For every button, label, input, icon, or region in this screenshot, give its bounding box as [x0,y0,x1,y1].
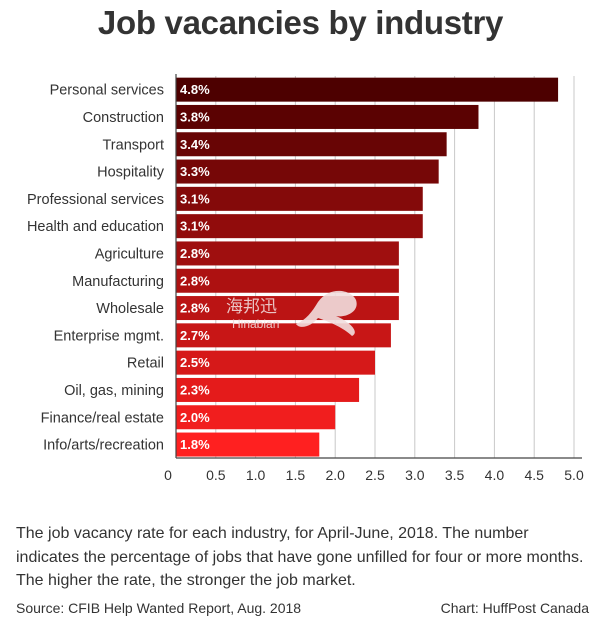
chart-description: The job vacancy rate for each industry, … [16,525,584,589]
category-label: Hospitality [97,165,165,181]
x-tick-label: 2.0 [325,467,345,483]
category-label: Health and education [27,219,164,235]
category-label: Transport [102,137,164,153]
bar [176,132,447,157]
bar-value-label: 3.1% [180,191,210,206]
category-label: Personal services [50,83,164,99]
bar [176,77,559,102]
watermark-en: Hinabian [232,317,279,331]
bar-value-label: 2.0% [180,410,210,425]
bar-value-label: 1.8% [180,437,210,452]
bar-value-label: 3.4% [180,137,210,152]
bar [176,214,423,239]
bar-value-label: 3.1% [180,219,210,234]
x-tick-label: 2.5 [365,467,385,483]
watermark-logo-icon [296,290,357,336]
x-tick-label: 5.0 [564,467,584,483]
x-tick-label: 4.5 [524,467,544,483]
source-note: Source: CFIB Help Wanted Report, Aug. 20… [16,600,302,616]
chart-title: Job vacancies by industry [97,4,504,41]
bar [176,186,423,211]
bar-value-label: 2.7% [180,328,210,343]
bar [176,432,320,457]
bar [176,104,479,129]
category-label: Agriculture [95,246,164,262]
bar-value-label: 2.8% [180,246,210,261]
bar-value-label: 2.5% [180,355,210,370]
chart-credit: Chart: HuffPost Canada [440,600,589,616]
category-label: Retail [127,356,164,372]
bar [176,350,375,375]
bar-value-label: 2.3% [180,382,210,397]
category-label: Wholesale [96,301,164,317]
category-label: Manufacturing [72,274,164,290]
bar-value-label: 2.8% [180,301,210,316]
x-tick-label: 4.0 [485,467,505,483]
x-tick-label: 1.0 [246,467,266,483]
x-tick-label: 0.5 [206,467,226,483]
bars: 4.8% 3.8% 3.4% 3.3% 3.1% 3.1% 2.8% 2.8% 2.8% 2.7%… [176,77,559,457]
category-label: Professional services [27,192,164,208]
watermark: 海邦迅 Hinabian [226,290,357,336]
bar [176,241,399,266]
bar-chart: 4.8% 3.8% 3.4% 3.3% 3.1% 3.1% 2.8% 2.8% 2.8% 2.7%… [27,74,584,483]
x-tick-label: 3.0 [405,467,425,483]
category-label: Construction [83,110,164,126]
bar-value-label: 3.8% [180,109,210,124]
bar [176,405,336,430]
bar-value-label: 4.8% [180,82,210,97]
bar [176,159,439,184]
x-tick-label: 0 [164,467,172,483]
bar [176,296,399,321]
bar [176,377,360,402]
x-tick-label: 1.5 [286,467,306,483]
category-label: Finance/real estate [41,410,164,426]
x-tick-label: 3.5 [445,467,465,483]
bar [176,268,399,293]
category-label: Info/arts/recreation [43,438,164,454]
bar [176,323,391,348]
category-label: Enterprise mgmt. [54,328,164,344]
watermark-cn: 海邦迅 [226,297,277,316]
axes: 0 0.5 1.0 1.5 2.0 2.5 3.0 3.5 4.0 4.5 5.0 Personal … [27,74,584,483]
category-label: Oil, gas, mining [64,383,164,399]
bar-value-label: 3.3% [180,164,210,179]
bar-value-label: 2.8% [180,273,210,288]
